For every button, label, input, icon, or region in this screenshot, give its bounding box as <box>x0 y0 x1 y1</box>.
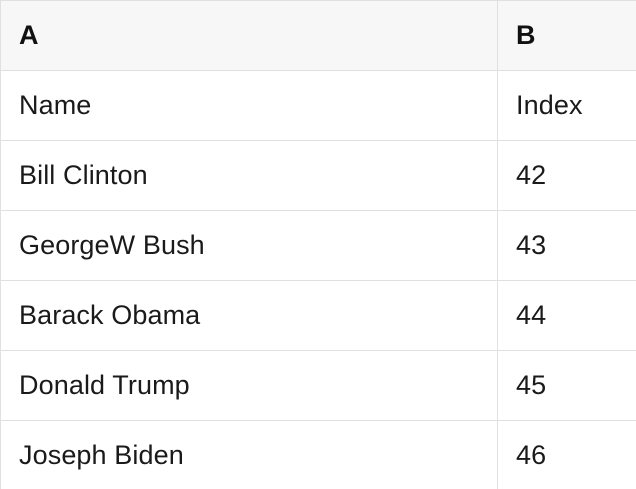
table-row: Joseph Biden 46 <box>1 421 636 489</box>
cell-index[interactable]: 46 <box>516 440 547 470</box>
table-row: Name Index <box>1 71 636 141</box>
table-row: Bill Clinton 42 <box>1 141 636 211</box>
cell-name[interactable]: Barack Obama <box>1 281 498 350</box>
column-header-row: A B <box>1 1 636 71</box>
column-header-a[interactable]: A <box>1 1 498 70</box>
cell-name[interactable]: Bill Clinton <box>1 141 498 210</box>
table-row: Barack Obama 44 <box>1 281 636 351</box>
table-row: GeorgeW Bush 43 <box>1 211 636 281</box>
cell-index[interactable]: 44 <box>516 300 547 330</box>
cell-name[interactable]: Donald Trump <box>1 351 498 420</box>
cell-name[interactable]: Joseph Biden <box>1 421 498 489</box>
cell-index[interactable]: 42 <box>516 160 547 190</box>
cell-index[interactable]: 43 <box>516 230 547 260</box>
table-row: Donald Trump 45 <box>1 351 636 421</box>
cell-name-header[interactable]: Name <box>1 71 498 140</box>
column-header-b[interactable]: B <box>516 20 536 50</box>
cell-name[interactable]: GeorgeW Bush <box>1 211 498 280</box>
cell-index-header[interactable]: Index <box>516 90 583 120</box>
cell-index[interactable]: 45 <box>516 370 547 400</box>
